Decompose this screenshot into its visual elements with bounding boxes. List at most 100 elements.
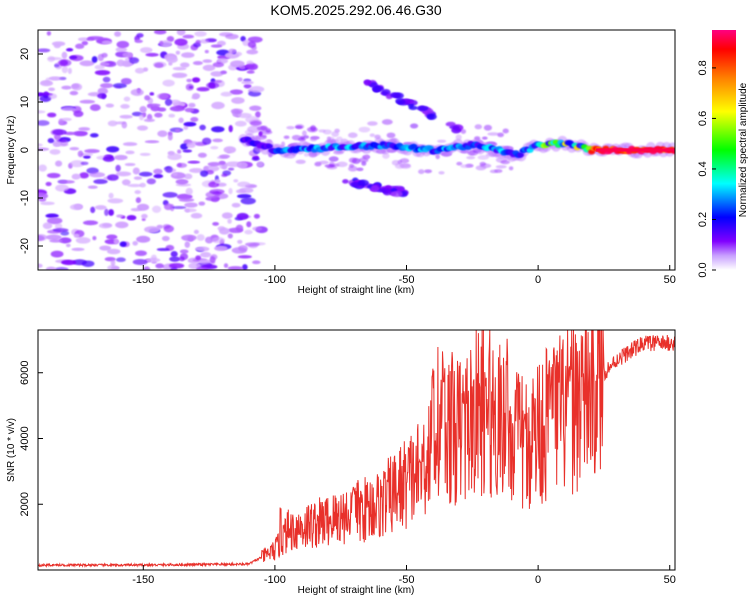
noise-blob <box>205 236 214 244</box>
noise-blob <box>212 237 225 244</box>
noise-blob <box>58 237 72 244</box>
noise-blob <box>147 103 161 107</box>
noise-blob <box>77 37 90 42</box>
x-tick-label: -50 <box>399 274 415 286</box>
upper-branch-blob <box>416 105 429 112</box>
scatter-blob <box>438 171 445 175</box>
noise-blob <box>106 146 120 153</box>
noise-blob <box>69 204 83 211</box>
noise-blob <box>100 62 110 67</box>
colorbar-ticks: 0.0 0.2 0.4 0.6 0.8 <box>697 60 716 278</box>
noise-blob <box>237 181 251 188</box>
noise-blob <box>183 125 189 130</box>
noise-blob <box>221 212 233 219</box>
noise-blob <box>218 160 226 165</box>
scatter-blob <box>409 123 419 129</box>
chart-title: KOM5.2025.292.06.46.G30 <box>270 2 441 18</box>
noise-blob <box>81 40 89 46</box>
noise-blob <box>168 113 176 118</box>
x-tick-label: -50 <box>399 574 415 586</box>
lower-branch-blob <box>357 179 370 187</box>
noise-blob <box>38 263 43 268</box>
noise-blob <box>153 30 167 35</box>
lower-branch-blob <box>370 185 380 193</box>
noise-blob <box>206 82 220 89</box>
noise-blob <box>107 264 119 270</box>
y-tick-label: 6000 <box>19 360 31 384</box>
noise-blob <box>46 172 61 179</box>
snr-x-ticks: -150 -100 -50 0 50 <box>132 565 676 586</box>
noise-blob <box>75 237 91 244</box>
scatter-blob <box>489 169 499 174</box>
noise-blob <box>112 83 127 89</box>
noise-blob <box>212 138 223 143</box>
noise-blob <box>170 267 178 270</box>
scatter-blob <box>495 165 507 169</box>
scatter-blob <box>348 132 358 138</box>
noise-blob <box>210 79 223 84</box>
scatter-blob <box>381 119 393 125</box>
noise-blob <box>38 235 45 241</box>
noise-blob <box>136 125 149 131</box>
noise-blob <box>176 162 188 168</box>
noise-blob <box>172 172 178 177</box>
noise-blob <box>249 105 262 111</box>
noise-blob <box>122 142 138 147</box>
noise-blob <box>133 176 143 180</box>
noise-blob <box>125 150 135 155</box>
x-tick-label: 50 <box>664 574 676 586</box>
noise-blob <box>124 162 136 167</box>
noise-blob <box>223 263 229 268</box>
noise-blob <box>51 41 66 47</box>
noise-blob <box>93 179 108 185</box>
upper-branch-blob <box>363 79 372 86</box>
noise-blob <box>154 62 164 68</box>
noise-blob <box>42 222 53 230</box>
noise-blob <box>237 239 243 244</box>
y-tick-label: 2000 <box>19 492 31 516</box>
noise-blob <box>153 168 163 175</box>
noise-blob <box>132 167 140 175</box>
noise-blob <box>113 238 119 245</box>
noise-blob <box>120 103 130 109</box>
x-tick-label: -100 <box>264 274 286 286</box>
scatter-blob <box>259 125 268 131</box>
noise-blob <box>189 168 204 173</box>
snr-frame <box>37 329 676 571</box>
noise-blob <box>204 49 209 54</box>
noise-blob <box>255 111 261 118</box>
noise-blob <box>214 179 221 184</box>
noise-blob <box>47 112 57 118</box>
noise-blob <box>231 202 241 208</box>
scatter-blob <box>318 160 329 165</box>
noise-blob <box>169 256 181 262</box>
noise-blob <box>183 121 197 127</box>
noise-blob <box>65 48 74 52</box>
noise-blob <box>94 69 111 76</box>
noise-blob <box>119 241 127 247</box>
noise-blob <box>218 227 230 235</box>
noise-blob <box>163 203 173 211</box>
noise-blob <box>106 234 118 240</box>
spectrogram-x-ticks: -150 -100 -50 0 50 <box>132 265 676 286</box>
noise-blob <box>69 146 80 151</box>
upper-branch-blob <box>426 113 437 120</box>
noise-blob <box>38 120 50 126</box>
noise-blob <box>72 259 87 266</box>
scatter-blob <box>302 130 307 137</box>
noise-blob <box>129 57 140 64</box>
noise-blob <box>134 190 141 195</box>
noise-blob <box>237 77 243 82</box>
scatter-blob <box>483 124 493 131</box>
noise-blob <box>187 160 201 164</box>
scatter-blob <box>283 135 290 140</box>
noise-blob <box>97 93 107 99</box>
noise-blob <box>78 127 91 131</box>
scatter-blob <box>249 120 262 127</box>
noise-blob <box>54 223 63 230</box>
scatter-blob <box>424 169 433 174</box>
noise-blob <box>202 59 213 63</box>
scatter-blob <box>502 128 509 134</box>
noise-blob <box>64 131 76 136</box>
noise-blob <box>91 56 98 63</box>
